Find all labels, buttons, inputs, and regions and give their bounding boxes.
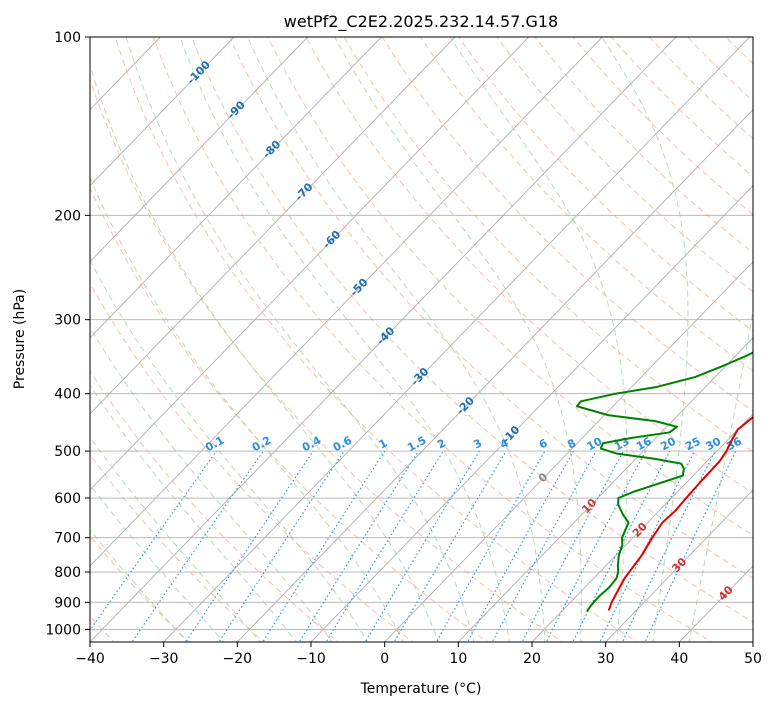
isotherm-line [90,37,530,491]
dry-adiabat [90,370,340,642]
x-tick-label: 40 [670,651,688,667]
dry-adiabat [496,37,753,293]
dry-adiabat [572,37,753,216]
mixing-ratio-line [325,450,444,642]
y-tick-label: 300 [54,313,81,329]
y-tick-label: 700 [54,531,81,547]
mixing-ratio-label: 36 [724,435,744,454]
mixing-ratio-line [364,450,480,642]
isotherm-line [458,337,753,642]
x-tick-label: −40 [75,651,105,667]
mixing-ratio-line [90,450,217,632]
dry-adiabats [90,37,753,642]
plot-frame [89,36,754,643]
isotherm-line [531,413,753,642]
mixing-ratio-line [131,450,264,642]
temperature-profile [607,415,753,611]
dry-adiabat [305,37,753,494]
mixing-ratio-label: 16 [634,435,654,454]
mixing-ratio-line [218,450,345,642]
x-tick-label: −20 [223,651,253,667]
dry-adiabat [534,37,753,254]
x-tick-label: −30 [149,651,179,667]
x-tick-label: 0 [380,651,389,667]
dry-adiabat [114,37,638,642]
isotherm-line [237,108,753,642]
isotherm-line [90,37,456,415]
x-axis-label: Temperature (°C) [360,681,482,697]
moist-adiabat [90,483,225,642]
x-tick-label: −10 [296,651,326,667]
mixing-ratio-line [572,450,671,642]
isotherm-line [90,37,235,187]
isotherms [90,37,753,642]
isotherm-line [90,37,382,339]
dry-adiabat [381,37,753,412]
y-axis-label: Pressure (hPa) [12,289,28,389]
mixing-ratio-label: 10 [585,435,605,454]
mixing-ratio-line [521,450,624,642]
y-tick-label: 400 [54,387,81,403]
isotherm-line [310,185,753,642]
dry-adiabat [190,37,753,623]
mixing-ratio-label: 30 [704,434,724,453]
plot-area: 0.1 0.2 0.4 0.6 1 1.5 2 3 4 6 8 10 13 16 20 25 30 36 -100… [90,37,753,642]
isotherm-line [163,37,751,642]
isobar-gridlines [90,37,753,630]
isotherm-line [90,37,677,642]
moist-adiabat [90,259,369,642]
mixing-ratio-line [466,450,574,642]
sounding-profiles [575,351,753,612]
dry-adiabat [90,535,190,642]
dry-adiabat [90,78,564,642]
isotherm-line [90,37,603,567]
mixing-ratio-line [545,450,647,642]
y-tick-label: 600 [54,491,81,507]
dry-adiabat [343,37,753,453]
y-tick-label: 200 [54,208,81,224]
isotherm-line [90,37,309,263]
dry-adiabat [90,282,414,642]
y-tick-label: 1000 [45,622,81,638]
chart-title: wetPf2_C2E2.2025.232.14.57.G18 [284,12,558,32]
x-tick-label: 50 [744,651,762,667]
x-tick-label: 30 [597,651,615,667]
isotherm-line [384,261,753,642]
x-tick-label: 10 [449,651,467,667]
x-axis-ticks: −40 −30 −20 −10 0 10 20 30 40 50 [75,642,762,667]
y-axis-ticks: 100 200 300 400 500 600 700 800 900 1000 [45,30,90,638]
mixing-ratio-line [393,450,507,642]
y-tick-label: 100 [54,30,81,46]
y-tick-label: 900 [54,595,81,611]
dry-adiabat [152,37,713,642]
mixing-ratio-label: 20 [658,435,678,454]
mixing-ratio-label: 25 [683,435,703,454]
dewpoint-profile [575,351,753,612]
y-tick-label: 800 [54,565,81,581]
mixing-ratio-lines [90,450,737,642]
dry-adiabat [419,37,753,372]
mixing-ratio-line [491,450,597,642]
mixing-ratio-line [435,450,546,642]
y-tick-label: 500 [54,444,81,460]
x-tick-label: 20 [523,651,541,667]
dry-adiabat [229,37,753,579]
isotherm-line [605,489,753,642]
